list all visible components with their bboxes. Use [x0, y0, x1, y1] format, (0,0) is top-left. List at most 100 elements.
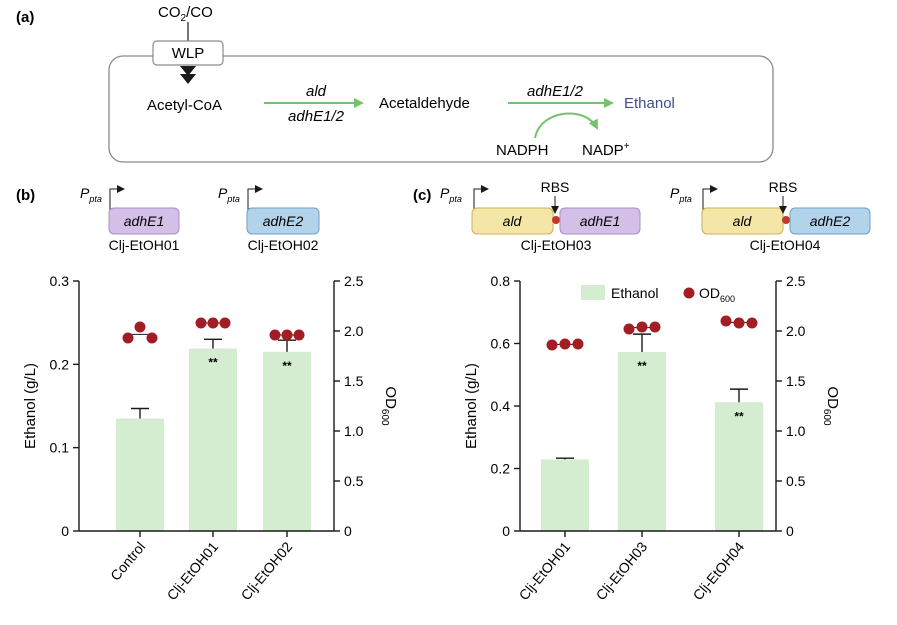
- promoter-arrow-icon: [109, 185, 125, 210]
- acetyl-coa-label: Acetyl-CoA: [147, 97, 222, 114]
- promoter-label: Ppta: [218, 185, 240, 204]
- panel-c-label: (c): [413, 187, 431, 204]
- y-tick-label: 0.8: [491, 273, 511, 289]
- promoter-label: Ppta: [670, 185, 692, 204]
- y2-tick-label: 1.5: [786, 373, 806, 389]
- y2-tick-label: 0: [786, 523, 794, 539]
- od600-point: [746, 317, 758, 329]
- enzyme2-label: adhE1/2: [527, 83, 584, 100]
- y-tick-label: 0.4: [491, 398, 511, 414]
- wlp-double-arrow-icon: [180, 66, 196, 84]
- y2-tick-label: 1.0: [786, 423, 806, 439]
- gene-block-adhe1: [108, 207, 180, 235]
- y2-tick-label: 0: [344, 523, 352, 539]
- y2-axis-label: OD600: [379, 386, 399, 426]
- wlp-box: [152, 40, 224, 66]
- y2-tick-label: 2.5: [786, 273, 806, 289]
- substrate-label: CO2/CO: [158, 4, 213, 24]
- gene-label: adhE2: [263, 213, 304, 229]
- gene-block-adhe2: [789, 207, 871, 235]
- strain-label: Clj-EtOH03: [521, 237, 592, 253]
- y-tick-label: 0.2: [50, 356, 70, 372]
- rbs-site-icon: [552, 216, 560, 224]
- significance-label: **: [208, 356, 218, 370]
- y-tick-label: 0: [502, 523, 510, 539]
- od600-point: [636, 321, 648, 333]
- y-tick-label: 0: [61, 523, 69, 539]
- ethanol-bar: [263, 351, 311, 531]
- ethanol-label: Ethanol: [624, 95, 675, 112]
- od600-point: [146, 332, 158, 344]
- panel-c-header: (c) Ppta ald RBS adhE1 Clj-EtOH03 Ppta a…: [413, 179, 871, 253]
- y2-tick-label: 1.5: [344, 373, 364, 389]
- ethanol-bar: [541, 459, 589, 531]
- wlp-label: WLP: [172, 45, 205, 62]
- promoter-label: Ppta: [440, 185, 462, 204]
- rbs-site-icon: [782, 216, 790, 224]
- gene-block-adhe2: [246, 207, 320, 235]
- construct-c1: Ppta ald RBS adhE1 Clj-EtOH03: [440, 179, 641, 253]
- panel-a: (a) CO2/CO WLP Acetyl-CoA ald adhE1/2 Ac…: [16, 4, 774, 163]
- y-tick-label: 0.2: [491, 461, 511, 477]
- y2-tick-label: 2.0: [786, 323, 806, 339]
- promoter-arrow-icon: [247, 185, 263, 210]
- construct-b2: Ppta adhE2 Clj-EtOH02: [218, 185, 320, 253]
- od600-point: [623, 323, 635, 335]
- ethanol-bar: [715, 402, 763, 531]
- y-tick-label: 0.1: [50, 440, 70, 456]
- y-axis-label: Ethanol (g/L): [22, 363, 39, 449]
- nadp-label: NADP+: [582, 141, 630, 159]
- strain-label: Clj-EtOH02: [248, 237, 319, 253]
- od600-point: [195, 317, 207, 329]
- legend-label-od600: OD600: [699, 285, 735, 304]
- x-tick-label: Clj-EtOH01: [164, 538, 222, 603]
- promoter-arrow-icon: [702, 185, 718, 210]
- panel-b-header: (b) Ppta adhE1 Clj-EtOH01 Ppta adhE2 Clj…: [16, 185, 320, 253]
- promoter-label: Ppta: [80, 185, 102, 204]
- od600-point: [733, 317, 745, 329]
- panel-b-label: (b): [16, 187, 35, 204]
- gene-label: ald: [503, 213, 523, 229]
- x-tick-label: Clj-EtOH01: [516, 538, 574, 603]
- legend-label-ethanol: Ethanol: [611, 285, 658, 301]
- y2-tick-label: 2.0: [344, 323, 364, 339]
- od600-point: [559, 338, 571, 350]
- construct-b1: Ppta adhE1 Clj-EtOH01: [80, 185, 180, 253]
- x-tick-label: Clj-EtOH03: [593, 538, 651, 603]
- od600-point: [649, 321, 661, 333]
- x-tick-label: Clj-EtOH02: [238, 538, 296, 603]
- enzyme1-bottom-label: adhE1/2: [288, 108, 345, 125]
- promoter-arrow-icon: [473, 185, 489, 210]
- y-tick-label: 0.6: [491, 336, 511, 352]
- significance-label: **: [734, 409, 744, 423]
- legend-swatch-ethanol: [581, 285, 605, 300]
- x-tick-label: Clj-EtOH04: [690, 538, 748, 603]
- gene-label: adhE2: [810, 213, 851, 229]
- significance-label: **: [637, 359, 647, 373]
- y2-axis-label: OD600: [821, 386, 841, 426]
- cofactor-curve-arrow: [534, 112, 598, 139]
- y2-tick-label: 0.5: [786, 473, 806, 489]
- y2-tick-label: 1.0: [344, 423, 364, 439]
- od600-point: [281, 329, 293, 341]
- panel-a-label: (a): [16, 9, 34, 26]
- od600-point: [269, 329, 281, 341]
- acetaldehyde-label: Acetaldehyde: [379, 95, 470, 112]
- y2-tick-label: 2.5: [344, 273, 364, 289]
- chart-b: ** ** 0 0.1 0.2 0.3 Ethanol (g/L) 0 0.5 1.0 1.5 2.0…: [22, 273, 399, 603]
- od600-point: [219, 317, 231, 329]
- nadph-label: NADPH: [496, 142, 549, 159]
- od600-point: [720, 315, 732, 327]
- od600-point: [572, 338, 584, 350]
- gene-label: adhE1: [580, 213, 620, 229]
- legend-marker-od600: [683, 287, 695, 299]
- strain-label: Clj-EtOH04: [750, 237, 821, 253]
- ethanol-bar: [189, 348, 237, 531]
- significance-label: **: [282, 359, 292, 373]
- gene-label: adhE1: [124, 213, 164, 229]
- od600-point: [134, 321, 146, 333]
- od600-point: [546, 339, 558, 351]
- strain-label: Clj-EtOH01: [109, 237, 180, 253]
- y-tick-label: 0.3: [50, 273, 70, 289]
